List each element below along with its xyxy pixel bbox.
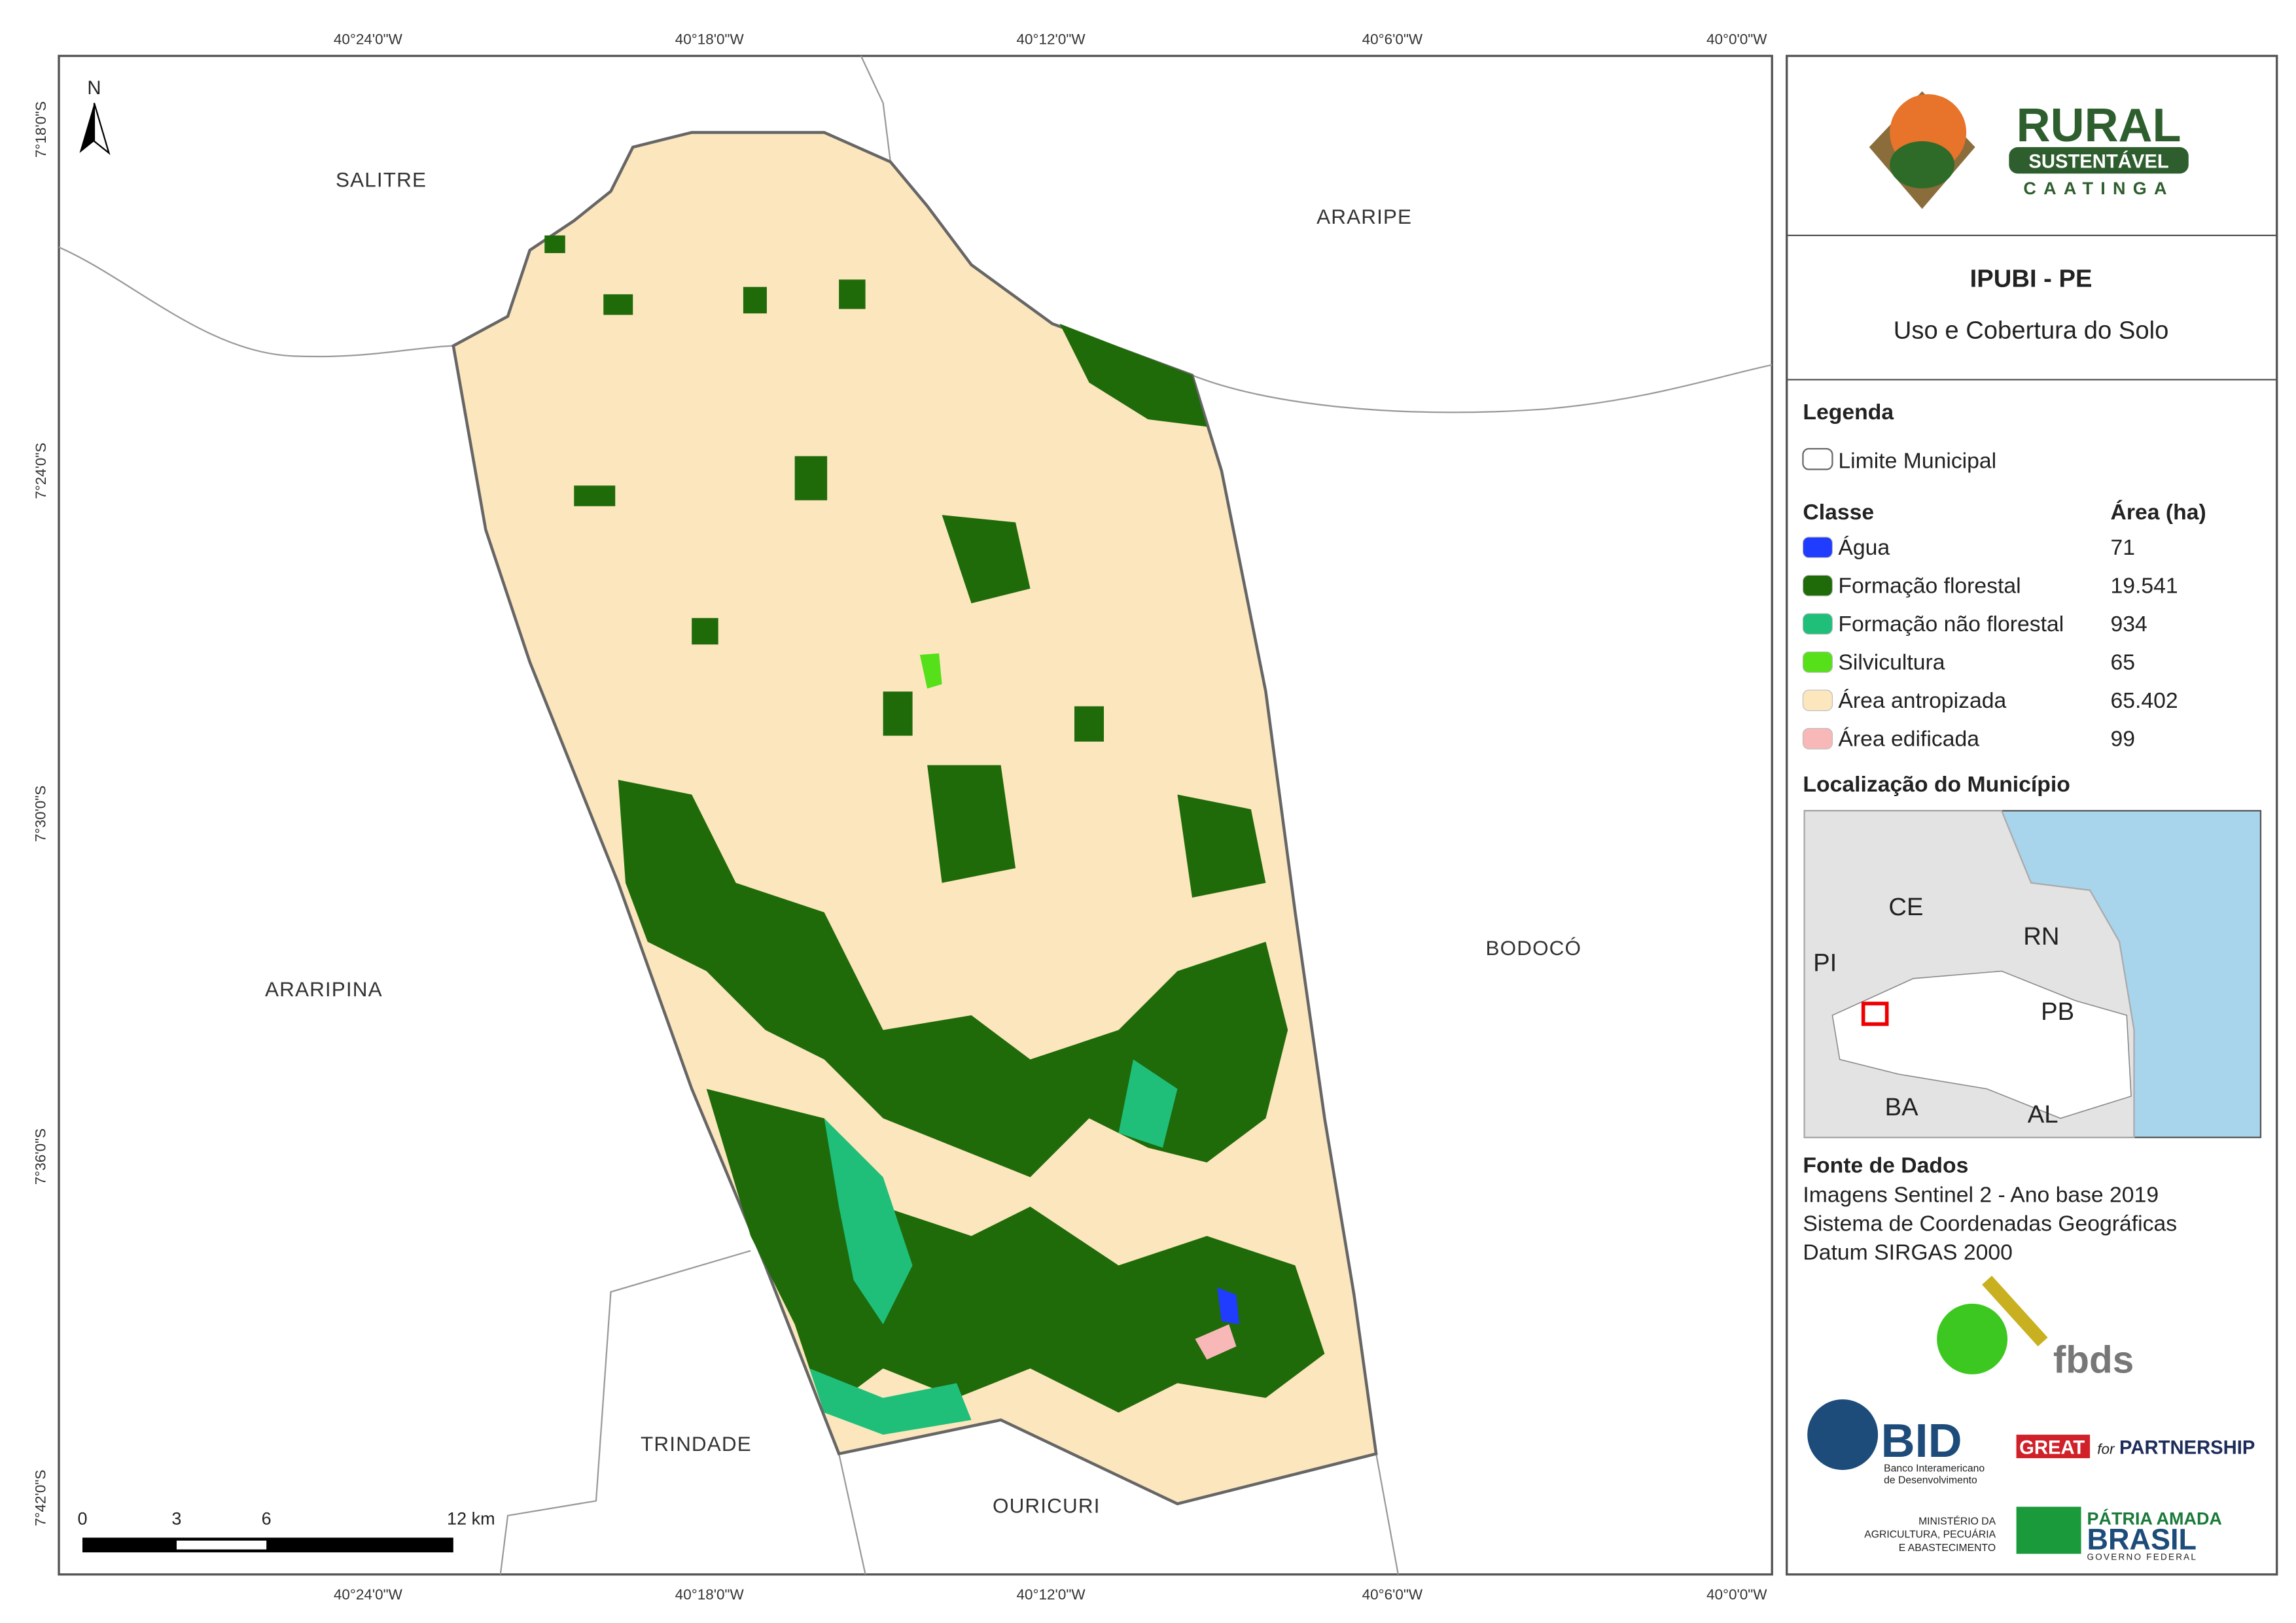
legend-area: 934 [2111, 612, 2147, 637]
built-patch [1195, 1324, 1237, 1360]
inset-label: CE [1888, 893, 1923, 921]
forest-patches [544, 235, 1325, 1413]
place-label: TRINDADE [641, 1432, 752, 1456]
place-label: ARARIPINA [265, 977, 383, 1001]
legend-area: 71 [2111, 535, 2136, 560]
map-title: IPUBI - PE [1970, 265, 2093, 293]
bottom-tick-label: 40°12'0"W [1017, 1586, 1086, 1603]
brasil-emblem [2016, 1507, 2081, 1554]
logo-brasil: BRASIL [2087, 1523, 2197, 1556]
inset-label: PB [2041, 998, 2074, 1026]
inset-label: BA [1885, 1093, 1918, 1121]
north-label: N [87, 78, 101, 99]
top-tick-label: 40°12'0"W [1017, 31, 1086, 47]
logo-fbds: fbds [2053, 1339, 2134, 1382]
top-tick-label: 40°0'0"W [1706, 31, 1767, 47]
inset-map [1803, 810, 2262, 1138]
legend-area: 65 [2111, 650, 2136, 674]
place-label: ARARIPE [1316, 205, 1412, 228]
logo-patria: PÁTRIA AMADA [2087, 1508, 2222, 1528]
source-line: Datum SIRGAS 2000 [1803, 1240, 2012, 1265]
logo-rural: RURAL [2017, 99, 2181, 152]
logo-sustentavel: SUSTENTÁVEL [2028, 150, 2168, 172]
nonforest-patches [809, 1059, 1178, 1435]
scale-label: 3 [171, 1509, 181, 1528]
map-subtitle: Uso e Cobertura do Solo [1894, 316, 2169, 344]
top-tick-label: 40°18'0"W [675, 31, 745, 47]
legend-area: 65.402 [2111, 688, 2178, 713]
neighbor-boundaries [58, 55, 1773, 1575]
ministry-line: E ABASTECIMENTO [1899, 1543, 1996, 1554]
legend-swatch [1802, 613, 1833, 635]
legend-swatch [1802, 536, 1833, 559]
great-box [2016, 1435, 2091, 1459]
inset-label: AL [2028, 1100, 2058, 1128]
municipal-boundary [451, 131, 1378, 1506]
left-tick-label: 7°36'0"S [33, 1128, 49, 1185]
boundary-swatch [1802, 447, 1833, 470]
scale-bar [82, 1537, 453, 1553]
legend-title: Legenda [1803, 400, 1894, 425]
scale-label: 0 [77, 1509, 87, 1528]
bid-sub: Banco Interamericano [1884, 1463, 1985, 1474]
silviculture-patch [919, 653, 942, 689]
left-tick-label: 7°24'0"S [33, 443, 49, 499]
north-arrow [79, 103, 111, 156]
logo-partnership: PARTNERSHIP [2119, 1437, 2255, 1458]
legend-class: Área antropizada [1838, 688, 2006, 713]
legend-class: Água [1838, 535, 1890, 560]
source-line: Imagens Sentinel 2 - Ano base 2019 [1803, 1183, 2159, 1208]
legend-swatch [1802, 574, 1833, 597]
legend-class: Área edificada [1838, 726, 1979, 751]
inset-label: PI [1813, 949, 1837, 977]
municipality [451, 131, 1378, 1506]
scale-label: 6 [262, 1509, 272, 1528]
ministry-line: MINISTÉRIO DA [1918, 1514, 1996, 1527]
boundary-label: Limite Municipal [1838, 448, 1996, 473]
top-tick-label: 40°6'0"W [1362, 31, 1423, 47]
bottom-tick-label: 40°24'0"W [334, 1586, 403, 1603]
left-tick-label: 7°18'0"S [33, 101, 49, 158]
fbds-logo [1937, 1276, 2048, 1374]
legend-swatch [1802, 651, 1833, 673]
class-header: Classe [1803, 500, 1874, 525]
bottom-tick-label: 40°0'0"W [1706, 1586, 1767, 1603]
logo-great-for: for [2097, 1440, 2115, 1457]
logo-governo: GOVERNO FEDERAL [2087, 1552, 2198, 1562]
legend-swatch [1802, 727, 1833, 750]
place-label: BODOCÓ [1485, 936, 1581, 960]
area-header: Área (ha) [2111, 500, 2206, 525]
scale-label: 12 km [447, 1509, 495, 1528]
location-title: Localização do Município [1803, 772, 2070, 797]
ministry-line: AGRICULTURA, PECUÁRIA [1864, 1528, 1996, 1541]
place-label: OURICURI [993, 1493, 1101, 1517]
rural-logo [1869, 91, 2189, 209]
logo-caatinga: CAATINGA [2023, 179, 2174, 198]
legend-area: 99 [2111, 726, 2136, 751]
bid-emblem [1807, 1399, 1879, 1471]
sources-title: Fonte de Dados [1803, 1153, 1968, 1178]
water-patch [1217, 1287, 1239, 1325]
inset-label: RN [2023, 922, 2059, 951]
left-tick-label: 7°42'0"S [33, 1470, 49, 1526]
logo-bid: BID [1881, 1415, 1962, 1467]
bid-sub: de Desenvolvimento [1884, 1475, 1977, 1486]
legend-class: Formação florestal [1838, 573, 2021, 598]
logo-great: GREAT [2019, 1437, 2085, 1458]
bottom-tick-label: 40°6'0"W [1362, 1586, 1423, 1603]
left-tick-label: 7°30'0"S [33, 786, 49, 842]
legend-area: 19.541 [2111, 573, 2178, 598]
legend-class: Formação não florestal [1838, 612, 2064, 637]
place-label: SALITRE [336, 168, 427, 192]
legend-swatch [1802, 689, 1833, 711]
source-line: Sistema de Coordenadas Geográficas [1803, 1212, 2177, 1236]
top-tick-label: 40°24'0"W [334, 31, 403, 47]
bottom-tick-label: 40°18'0"W [675, 1586, 745, 1603]
legend-class: Silvicultura [1838, 650, 1945, 674]
